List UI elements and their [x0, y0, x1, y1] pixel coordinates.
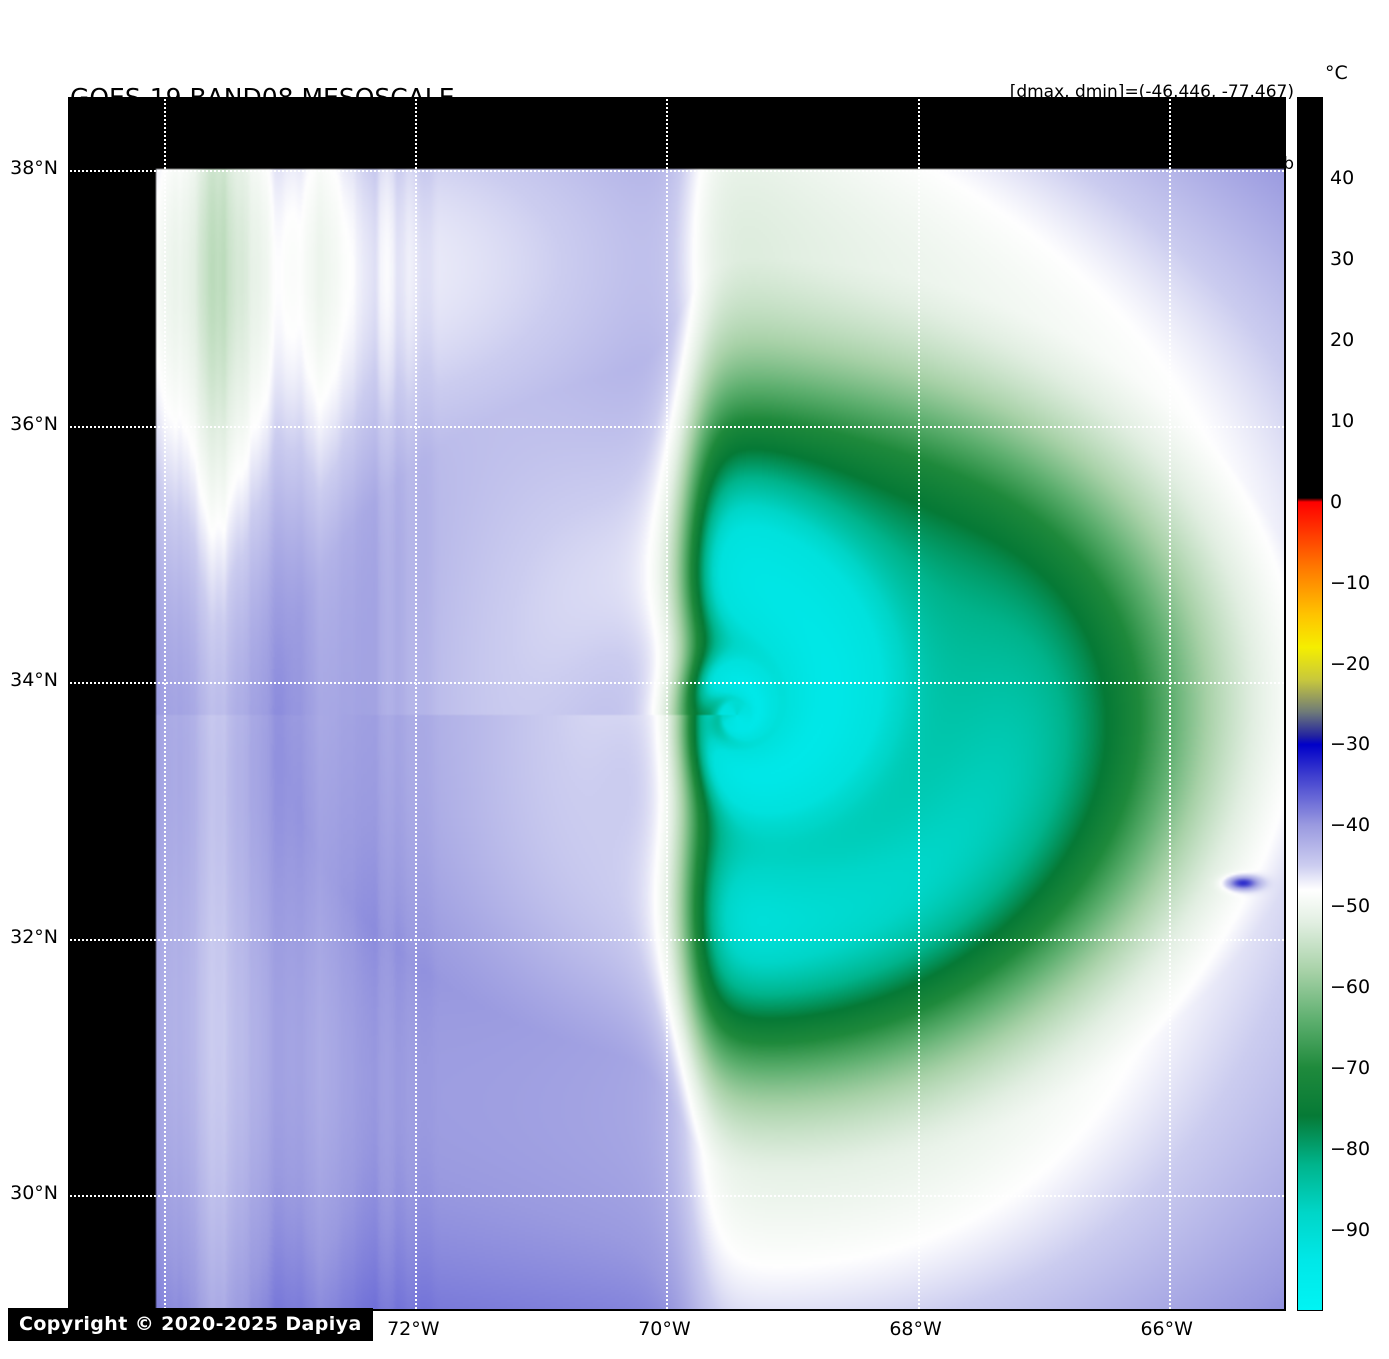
- temperature-colorbar: [1297, 97, 1323, 1311]
- lat-tick-label: 38°N: [10, 156, 58, 179]
- lon-tick-label: 68°W: [889, 1318, 942, 1340]
- colorbar-unit-label: °C: [1325, 62, 1348, 84]
- colorbar-tick: 0: [1330, 490, 1343, 513]
- colorbar-tick: −60: [1330, 976, 1371, 999]
- satellite-imagery-canvas: [70, 99, 1284, 1309]
- colorbar-tick: −40: [1330, 814, 1371, 837]
- lat-tick-label: 32°N: [10, 925, 58, 948]
- colorbar-tick: −10: [1330, 571, 1371, 594]
- colorbar-tick: −70: [1330, 1057, 1371, 1080]
- colorbar-tick: −90: [1330, 1219, 1371, 1242]
- lon-tick-label: 66°W: [1140, 1318, 1193, 1340]
- lon-tick-label: 72°W: [387, 1318, 440, 1340]
- colorbar-tick: 10: [1330, 409, 1355, 432]
- colorbar-tick: 40: [1330, 166, 1355, 189]
- colorbar-tick: −30: [1330, 733, 1371, 756]
- colorbar-tick: 30: [1330, 247, 1355, 270]
- colorbar-tick: −20: [1330, 652, 1371, 675]
- copyright-banner: Copyright © 2020-2025 Dapiya: [8, 1308, 373, 1341]
- colorbar-tick: −80: [1330, 1138, 1371, 1161]
- lat-tick-label: 34°N: [10, 669, 58, 692]
- colorbar-tick: 20: [1330, 328, 1355, 351]
- lat-tick-label: 36°N: [10, 412, 58, 435]
- colorbar-gradient: [1298, 98, 1322, 1310]
- lon-tick-label: 70°W: [638, 1318, 691, 1340]
- lat-tick-label: 30°N: [10, 1182, 58, 1205]
- satellite-plot-frame: [68, 97, 1286, 1311]
- colorbar-tick: −50: [1330, 895, 1371, 918]
